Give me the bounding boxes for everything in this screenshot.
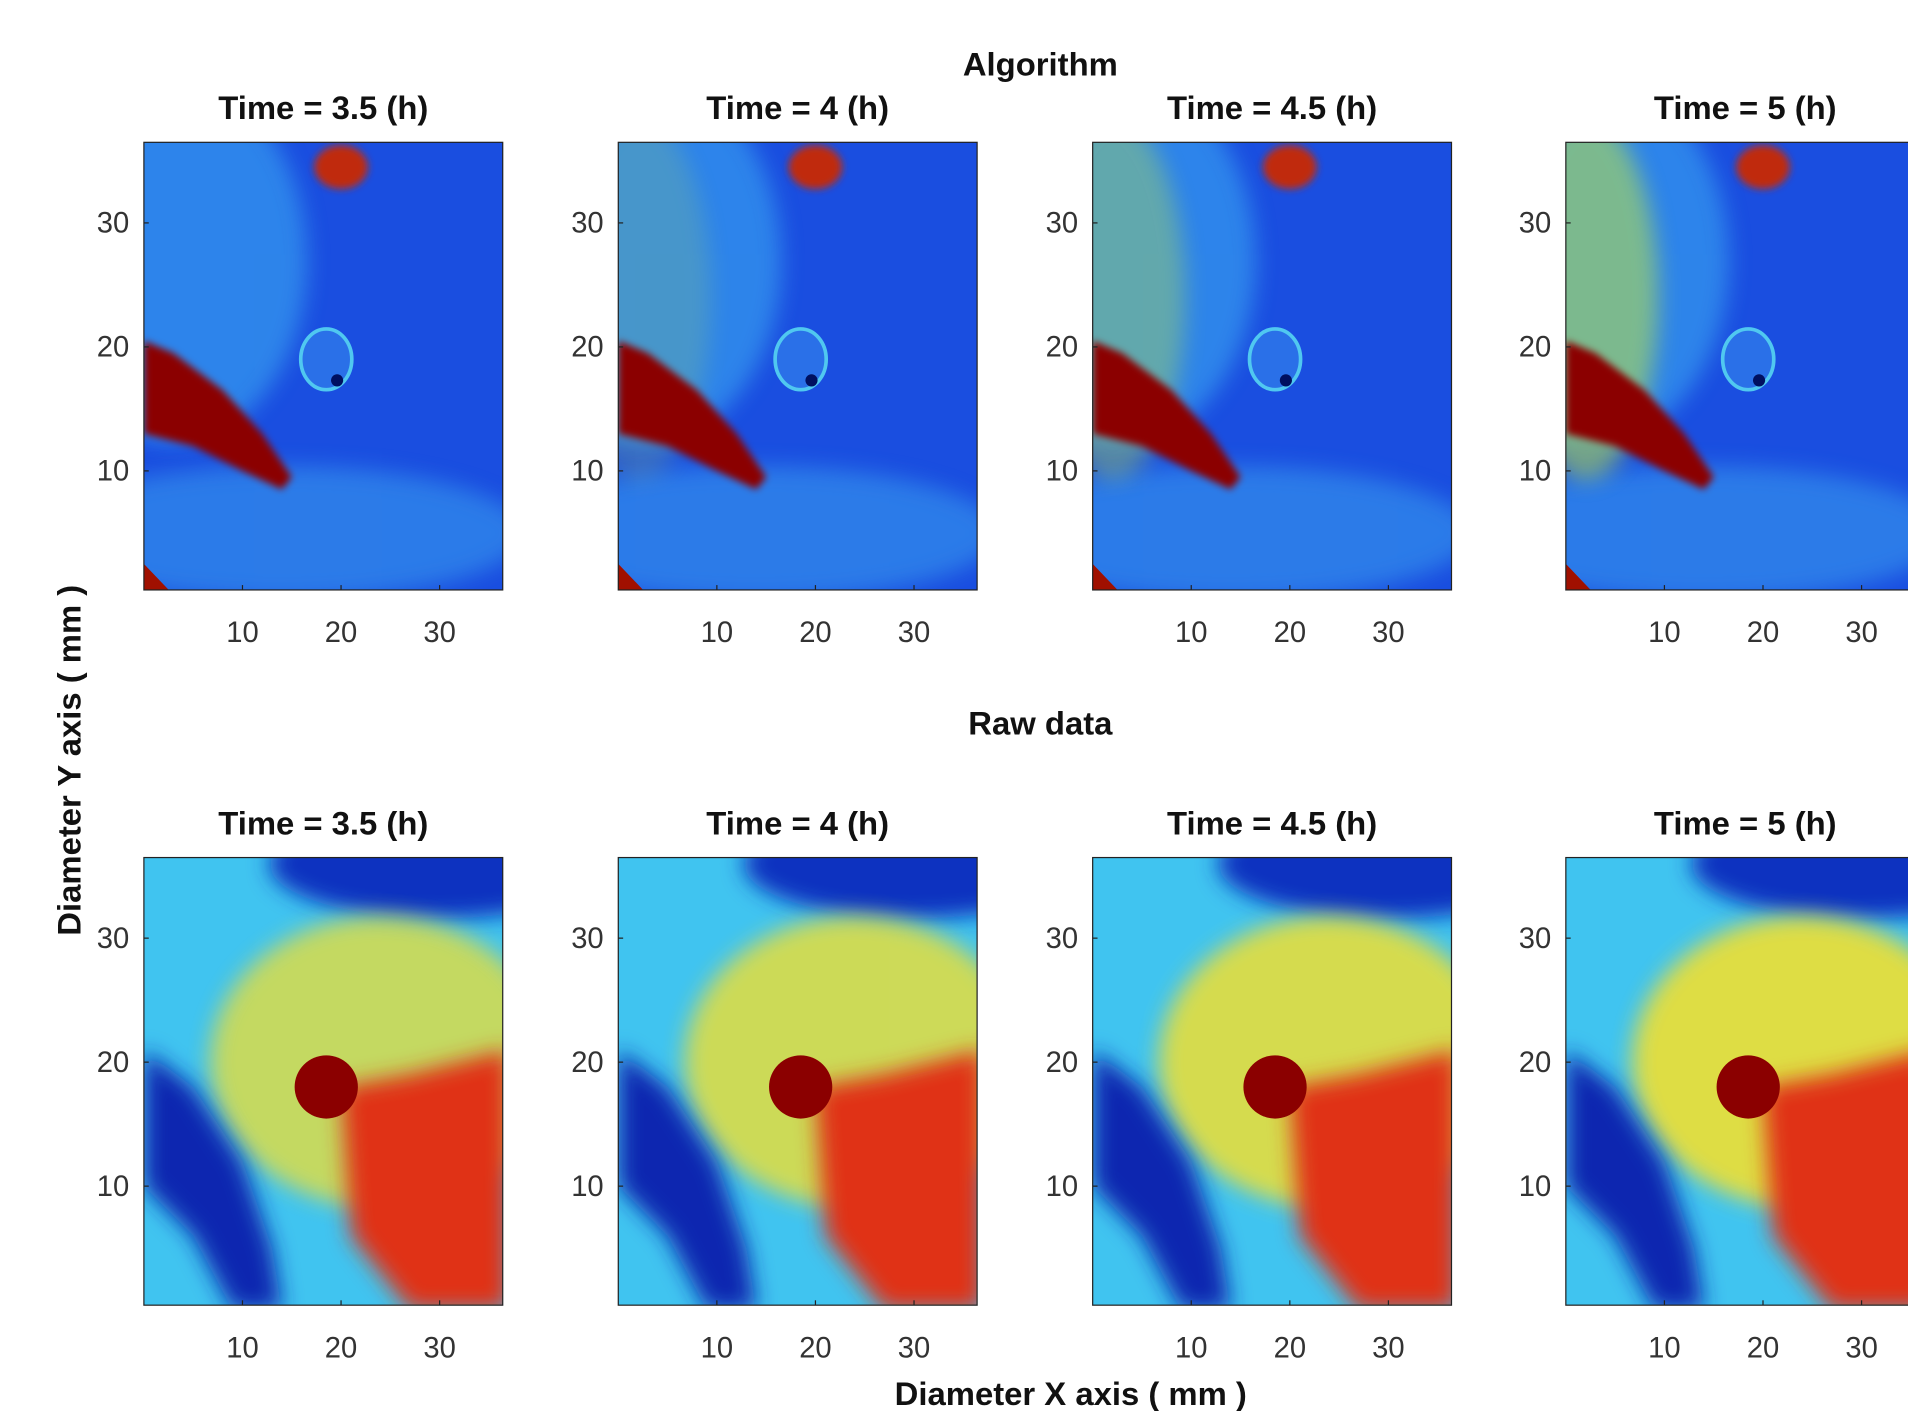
x-tick-label: 10 bbox=[701, 1332, 733, 1364]
y-tick-label: 30 bbox=[571, 208, 603, 240]
figure: Algorithm Raw data Diameter X axis ( mm … bbox=[0, 0, 1908, 1411]
x-tick-label: 30 bbox=[898, 1332, 930, 1364]
x-tick-label: 10 bbox=[1175, 1332, 1207, 1364]
chart-title: Time = 4.5 (h) bbox=[1167, 804, 1377, 841]
heatmap-region bbox=[1280, 374, 1292, 386]
x-tick-label: 20 bbox=[1747, 617, 1779, 649]
y-tick-label: 30 bbox=[1046, 923, 1078, 955]
heatmap-region bbox=[805, 374, 817, 386]
heatmap-region bbox=[295, 1055, 358, 1118]
x-tick-label: 10 bbox=[701, 617, 733, 649]
chart-title: Time = 3.5 (h) bbox=[218, 804, 428, 841]
y-axis-label: Diameter Y axis ( mm ) bbox=[51, 585, 88, 936]
y-tick-label: 20 bbox=[97, 1047, 129, 1079]
heatmap-region bbox=[1723, 329, 1774, 390]
y-tick-label: 30 bbox=[1519, 208, 1551, 240]
heatmap-region bbox=[331, 374, 343, 386]
y-tick-label: 10 bbox=[1046, 456, 1078, 488]
row-title: Algorithm bbox=[963, 45, 1118, 82]
y-tick-label: 20 bbox=[1519, 1047, 1551, 1079]
row-title: Raw data bbox=[968, 705, 1113, 742]
y-tick-label: 10 bbox=[97, 456, 129, 488]
heatmap-region bbox=[1243, 1055, 1306, 1118]
x-tick-label: 20 bbox=[799, 617, 831, 649]
heatmap-region bbox=[1736, 145, 1790, 189]
y-tick-label: 10 bbox=[1519, 456, 1551, 488]
chart-title: Time = 4 (h) bbox=[706, 804, 889, 841]
x-tick-label: 30 bbox=[1372, 617, 1404, 649]
x-tick-label: 30 bbox=[1845, 617, 1877, 649]
x-tick-label: 10 bbox=[1648, 617, 1680, 649]
x-tick-label: 30 bbox=[423, 1332, 455, 1364]
chart-title: Time = 5 (h) bbox=[1654, 804, 1837, 841]
chart-title: Time = 3.5 (h) bbox=[218, 89, 428, 126]
y-tick-label: 20 bbox=[1046, 1047, 1078, 1079]
heatmap-region bbox=[314, 145, 368, 189]
chart-title: Time = 4.5 (h) bbox=[1167, 89, 1377, 126]
y-tick-label: 30 bbox=[1519, 923, 1551, 955]
y-tick-label: 20 bbox=[97, 332, 129, 364]
x-axis-label: Diameter X axis ( mm ) bbox=[895, 1375, 1247, 1411]
heatmap bbox=[124, 809, 610, 1310]
chart-title: Time = 4 (h) bbox=[706, 89, 889, 126]
x-tick-label: 30 bbox=[898, 617, 930, 649]
heatmap bbox=[599, 809, 1085, 1310]
x-tick-label: 30 bbox=[423, 617, 455, 649]
x-tick-label: 10 bbox=[1175, 617, 1207, 649]
y-tick-label: 10 bbox=[1519, 1171, 1551, 1203]
heatmap-region bbox=[1263, 145, 1317, 189]
chart-title: Time = 5 (h) bbox=[1654, 89, 1837, 126]
x-tick-label: 20 bbox=[1747, 1332, 1779, 1364]
page: Algorithm Raw data Diameter X axis ( mm … bbox=[0, 0, 1908, 1411]
y-tick-label: 10 bbox=[1046, 1171, 1078, 1203]
x-tick-label: 20 bbox=[1274, 617, 1306, 649]
heatmap-region bbox=[775, 329, 826, 390]
y-tick-label: 20 bbox=[1519, 332, 1551, 364]
x-tick-label: 20 bbox=[799, 1332, 831, 1364]
y-tick-label: 10 bbox=[571, 456, 603, 488]
heatmap-region bbox=[1717, 1055, 1780, 1118]
y-tick-label: 10 bbox=[571, 1171, 603, 1203]
x-tick-label: 10 bbox=[1648, 1332, 1680, 1364]
y-tick-label: 30 bbox=[1046, 208, 1078, 240]
heatmap-region bbox=[1249, 329, 1300, 390]
x-tick-label: 20 bbox=[1274, 1332, 1306, 1364]
x-tick-label: 30 bbox=[1845, 1332, 1877, 1364]
heatmap bbox=[1073, 809, 1559, 1310]
heatmap-region bbox=[301, 329, 352, 390]
y-tick-label: 20 bbox=[1046, 332, 1078, 364]
y-tick-label: 20 bbox=[571, 1047, 603, 1079]
x-tick-label: 20 bbox=[325, 1332, 357, 1364]
y-tick-label: 20 bbox=[571, 332, 603, 364]
x-tick-label: 10 bbox=[226, 617, 258, 649]
y-tick-label: 30 bbox=[571, 923, 603, 955]
heatmap bbox=[1546, 809, 1908, 1310]
y-tick-label: 30 bbox=[97, 208, 129, 240]
y-tick-label: 10 bbox=[97, 1171, 129, 1203]
x-tick-label: 10 bbox=[226, 1332, 258, 1364]
heatmap-region bbox=[1753, 374, 1765, 386]
x-tick-label: 20 bbox=[325, 617, 357, 649]
y-tick-label: 30 bbox=[97, 923, 129, 955]
heatmap-region bbox=[769, 1055, 832, 1118]
heatmap-region bbox=[789, 145, 843, 189]
x-tick-label: 30 bbox=[1372, 1332, 1404, 1364]
